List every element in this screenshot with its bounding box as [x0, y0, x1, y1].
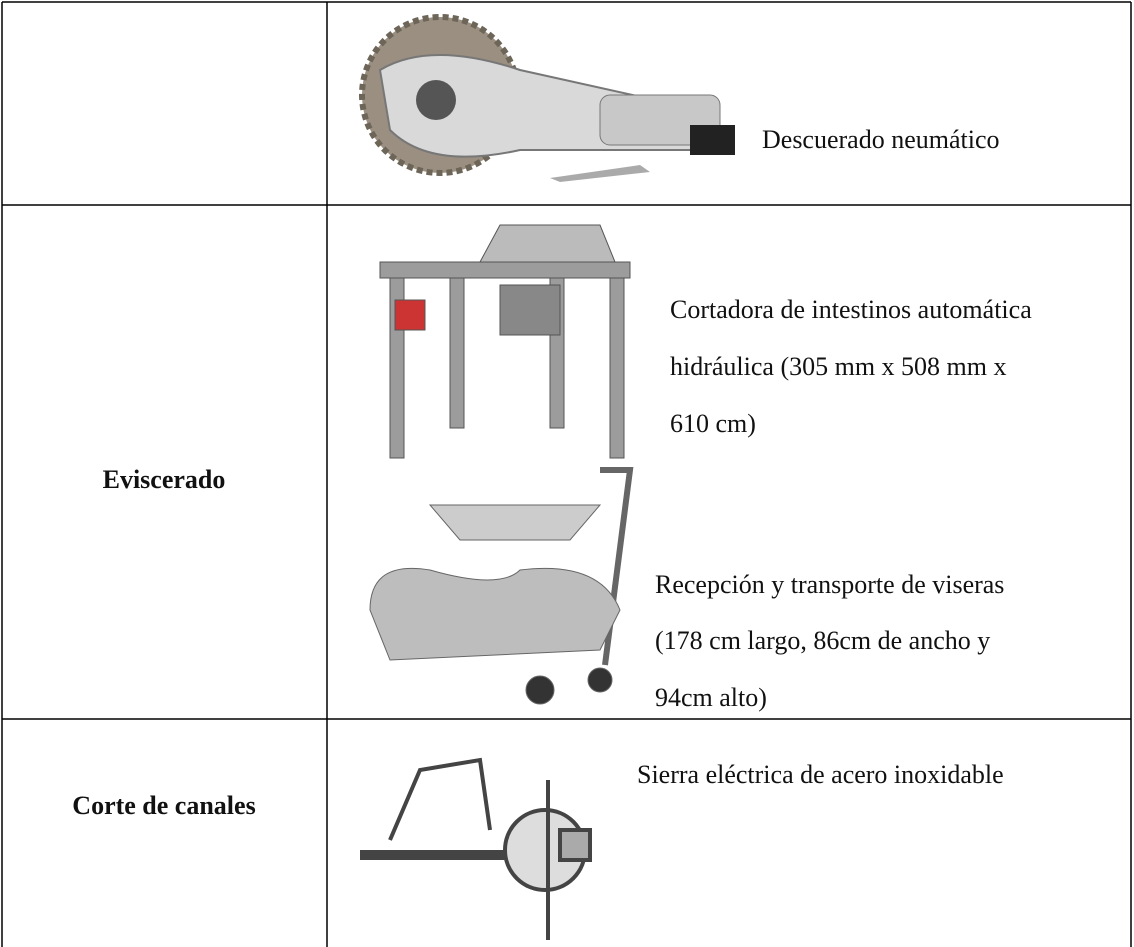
equipment-label: Descuerado neumático [762, 125, 1000, 154]
intestine-cutter-image [379, 224, 631, 459]
equipment-label: Sierra eléctrica de acero inoxidable [637, 760, 1004, 789]
saw-image [360, 757, 592, 940]
stage-label: Eviscerado [102, 465, 226, 494]
equipment-label: 94cm alto) [655, 683, 767, 712]
equipment-label: Recepción y transporte de viseras [655, 570, 1005, 599]
equipment-label: Cortadora de intestinos automática [670, 295, 1032, 324]
skinner-image [359, 14, 735, 182]
equipment-label: 610 cm) [670, 409, 756, 438]
viscera-cart-image [369, 467, 634, 705]
stage-label: Corte de canales [72, 791, 256, 820]
equipment-label: hidráulica (305 mm x 508 mm x [670, 352, 1007, 381]
equipment-label: (178 cm largo, 86cm de ancho y [655, 626, 991, 655]
